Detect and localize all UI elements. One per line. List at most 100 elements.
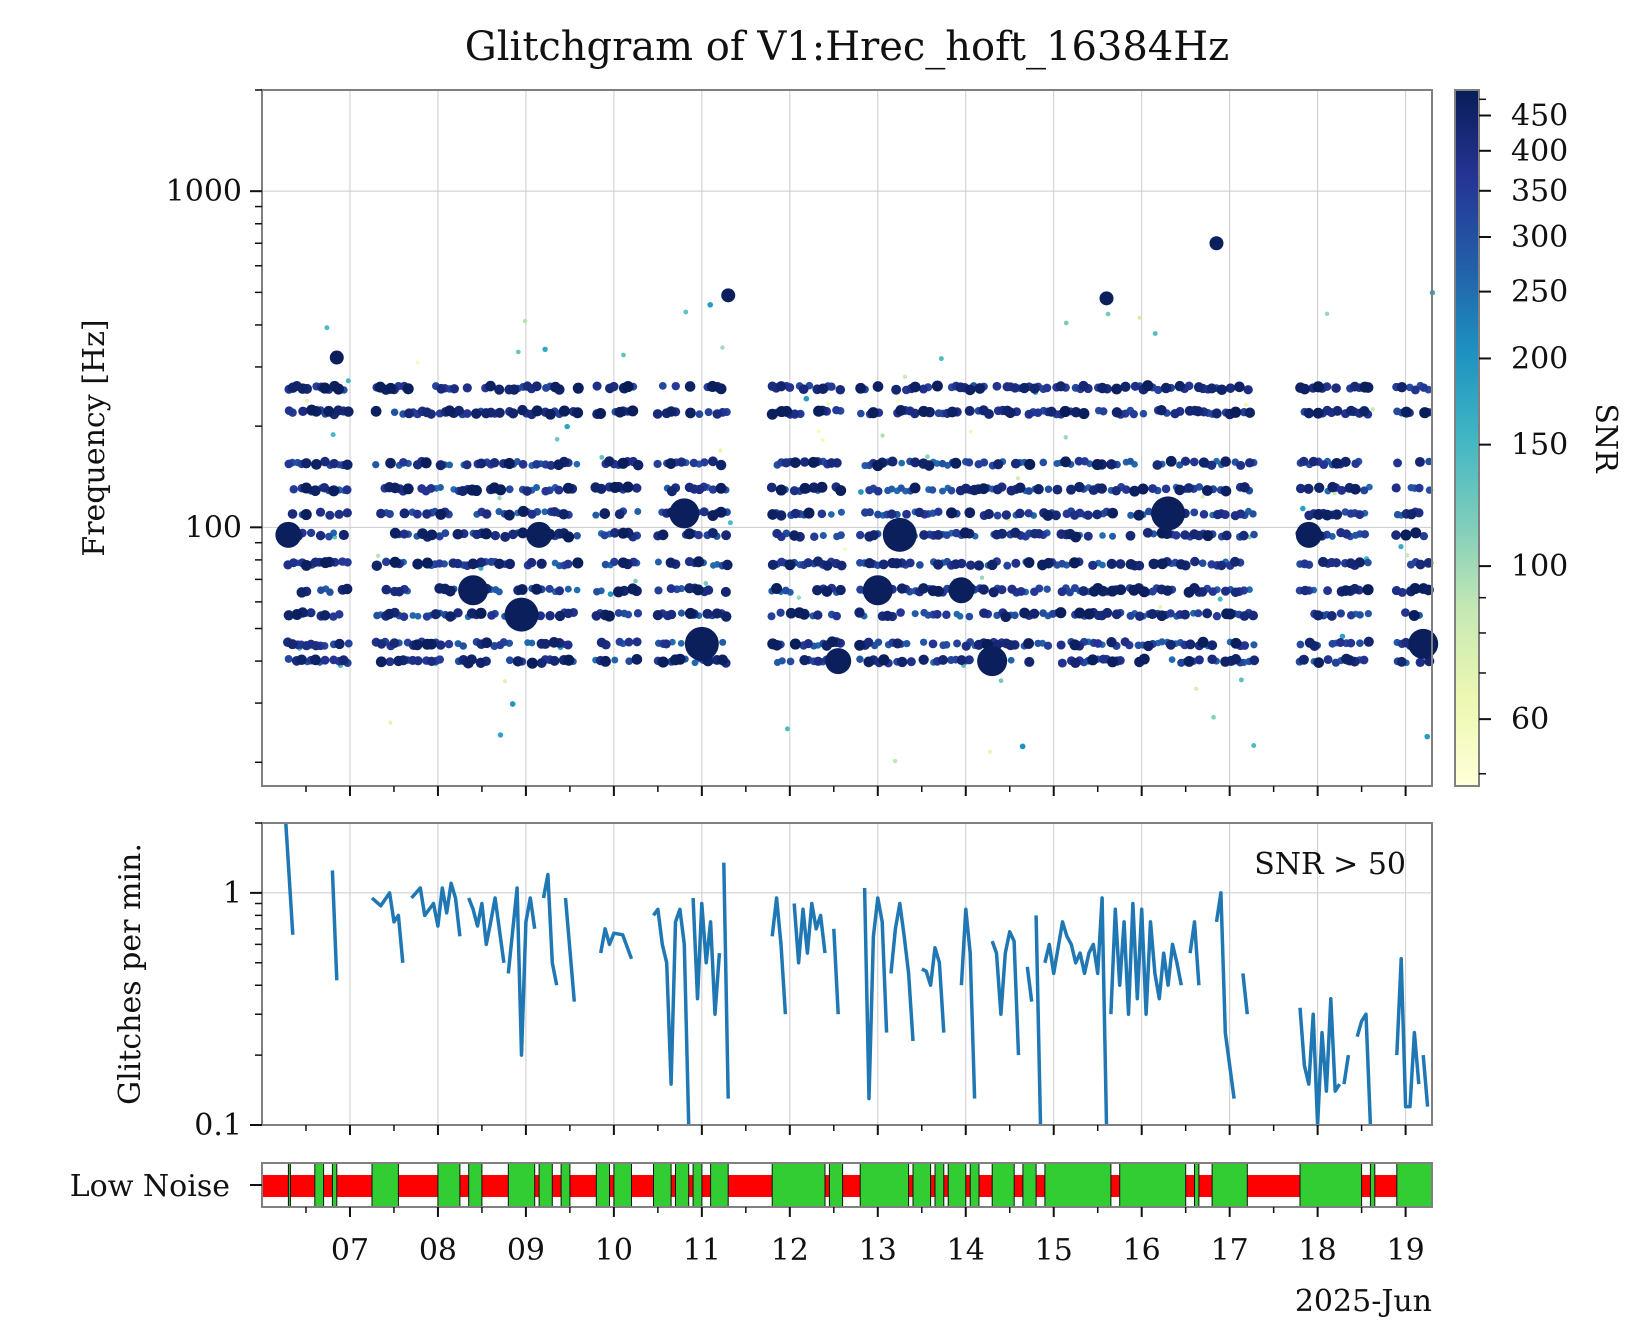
scatter-point bbox=[946, 507, 958, 519]
scatter-point bbox=[1364, 558, 1372, 567]
scatter-point bbox=[1331, 383, 1341, 393]
scatter-point bbox=[781, 586, 790, 595]
scatter-point bbox=[508, 384, 520, 395]
scatter-point bbox=[835, 384, 846, 395]
scatter-point bbox=[287, 639, 298, 650]
scatter-point bbox=[517, 404, 528, 416]
scatter-point bbox=[573, 460, 581, 468]
scatter-point bbox=[1324, 311, 1330, 317]
scatter-point bbox=[306, 608, 316, 618]
scatter-point bbox=[435, 559, 444, 568]
scatter-point bbox=[956, 655, 967, 666]
scatter-point bbox=[1359, 655, 1369, 665]
scatter-point bbox=[657, 656, 669, 668]
scatter-point bbox=[1185, 639, 1196, 650]
state-on-segment bbox=[771, 1162, 826, 1208]
scatter-axes: 100 1000 bbox=[166, 89, 1407, 796]
scatter-point bbox=[1156, 558, 1168, 570]
scatter-point bbox=[1192, 406, 1204, 417]
scatter-point bbox=[1236, 460, 1246, 470]
scatter-point bbox=[1019, 743, 1026, 750]
scatter-point bbox=[1198, 457, 1210, 468]
scatter-point bbox=[1010, 458, 1021, 469]
rate-panel: 10.1 SNR > 50 Glitches per min. bbox=[113, 822, 1433, 1143]
scatter-point bbox=[711, 608, 723, 619]
scatter-point bbox=[526, 557, 537, 568]
scatter-point bbox=[657, 529, 669, 541]
scatter-point bbox=[300, 508, 312, 521]
rate-grid bbox=[262, 823, 1432, 1125]
scatter-point bbox=[832, 405, 841, 415]
scatter-point bbox=[1391, 585, 1402, 596]
scatter-point bbox=[1238, 530, 1249, 541]
scatter-point bbox=[676, 457, 687, 467]
scatter-point bbox=[1409, 583, 1421, 595]
scatter-point bbox=[766, 408, 778, 420]
scatter-point bbox=[1126, 611, 1135, 620]
scatter-point bbox=[444, 585, 456, 597]
scatter-point bbox=[1304, 637, 1315, 648]
state-on-segment bbox=[1044, 1162, 1112, 1208]
epoch-label: 2025-Jun bbox=[1295, 1284, 1432, 1319]
scatter-point bbox=[1057, 658, 1067, 668]
scatter-point bbox=[1024, 458, 1036, 470]
scatter-point bbox=[968, 429, 973, 434]
scatter-point bbox=[531, 405, 543, 417]
scatter-point bbox=[817, 383, 829, 395]
scatter-point bbox=[1190, 508, 1199, 517]
scatter-point bbox=[909, 381, 921, 393]
scatter-point bbox=[573, 531, 581, 540]
scatter-point bbox=[1156, 405, 1167, 416]
rate-series-segment bbox=[1034, 915, 1043, 1126]
scatter-point bbox=[338, 557, 347, 566]
scatter-point bbox=[1415, 559, 1426, 570]
scatter-point bbox=[572, 407, 584, 419]
scatter-large-point bbox=[977, 646, 1008, 677]
rate-axes: 10.1 bbox=[194, 822, 1407, 1143]
scatter-point bbox=[854, 607, 865, 618]
xtick-label: 16 bbox=[1123, 1233, 1161, 1268]
scatter-point bbox=[699, 507, 709, 517]
scatter-point bbox=[785, 607, 797, 619]
scatter-point bbox=[803, 395, 810, 402]
scatter-point bbox=[1019, 382, 1030, 394]
scatter-point bbox=[296, 654, 307, 666]
scatter-point bbox=[562, 531, 575, 543]
scatter-large-point bbox=[458, 575, 489, 606]
scatter-point bbox=[1393, 407, 1402, 416]
scatter-point bbox=[1331, 558, 1342, 568]
scatter-point bbox=[872, 381, 884, 392]
scatter-point bbox=[1133, 509, 1145, 521]
scatter-point bbox=[978, 405, 989, 416]
rate-series-segment bbox=[506, 886, 537, 1057]
scatter-point bbox=[997, 585, 1007, 595]
scatter-point bbox=[1360, 530, 1370, 539]
scatter-point bbox=[776, 608, 785, 617]
scatter-point bbox=[863, 656, 875, 668]
scatter-point bbox=[969, 484, 980, 496]
rate-series-segment bbox=[770, 896, 788, 1015]
scatter-point bbox=[390, 408, 399, 416]
scatter-point bbox=[1317, 556, 1329, 568]
scatter-point bbox=[674, 653, 686, 665]
scatter-point bbox=[1300, 559, 1310, 569]
scatter-point bbox=[622, 380, 634, 393]
scatter-point bbox=[712, 409, 723, 419]
state-on-segment bbox=[331, 1162, 338, 1208]
scatter-point bbox=[677, 640, 685, 647]
scatter-point bbox=[1216, 560, 1227, 571]
scatter-point bbox=[516, 584, 528, 595]
scatter-point bbox=[1230, 654, 1242, 665]
scatter-point bbox=[320, 655, 330, 665]
scatter-point bbox=[1057, 587, 1067, 597]
scatter-point bbox=[1048, 609, 1057, 618]
scatter-point bbox=[289, 485, 298, 494]
scatter-point bbox=[1160, 382, 1172, 394]
scatter-point bbox=[720, 345, 725, 350]
scatter-point bbox=[426, 529, 438, 541]
scatter-point bbox=[563, 608, 574, 619]
scatter-point bbox=[609, 528, 620, 538]
scatter-point bbox=[684, 482, 695, 493]
scatter-point bbox=[1129, 485, 1141, 497]
